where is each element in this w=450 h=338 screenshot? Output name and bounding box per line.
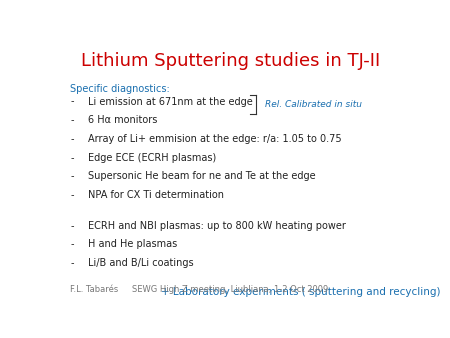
Text: Rel. Calibrated in situ: Rel. Calibrated in situ (265, 100, 362, 109)
Text: -: - (70, 153, 74, 163)
Text: Supersonic He beam for ne and Te at the edge: Supersonic He beam for ne and Te at the … (88, 171, 315, 182)
Text: -: - (70, 221, 74, 231)
Text: Edge ECE (ECRH plasmas): Edge ECE (ECRH plasmas) (88, 153, 216, 163)
Text: Array of Li+ emmision at the edge: r/a: 1.05 to 0.75: Array of Li+ emmision at the edge: r/a: … (88, 134, 341, 144)
Text: -: - (70, 134, 74, 144)
Text: F.L. Tabarés: F.L. Tabarés (70, 285, 118, 294)
Text: -: - (70, 190, 74, 200)
Text: -: - (70, 115, 74, 125)
Text: Li/B and B/Li coatings: Li/B and B/Li coatings (88, 258, 193, 268)
Text: -: - (70, 258, 74, 268)
Text: Lithium Sputtering studies in TJ-II: Lithium Sputtering studies in TJ-II (81, 52, 380, 70)
Text: Li emission at 671nm at the edge: Li emission at 671nm at the edge (88, 97, 252, 106)
Text: H and He plasmas: H and He plasmas (88, 239, 177, 249)
Text: -: - (70, 239, 74, 249)
Text: Specific diagnostics:: Specific diagnostics: (70, 83, 170, 94)
Text: NPA for CX Ti determination: NPA for CX Ti determination (88, 190, 224, 200)
Text: + Laboratory experiments ( sputtering and recycling): + Laboratory experiments ( sputtering an… (161, 287, 441, 297)
Text: 6 Hα monitors: 6 Hα monitors (88, 115, 157, 125)
Text: -: - (70, 171, 74, 182)
Text: -: - (70, 97, 74, 106)
Text: ECRH and NBI plasmas: up to 800 kW heating power: ECRH and NBI plasmas: up to 800 kW heati… (88, 221, 346, 231)
Text: SEWG High Z meeting, Liubliana, 1-2 Oct 2009: SEWG High Z meeting, Liubliana, 1-2 Oct … (132, 285, 329, 294)
